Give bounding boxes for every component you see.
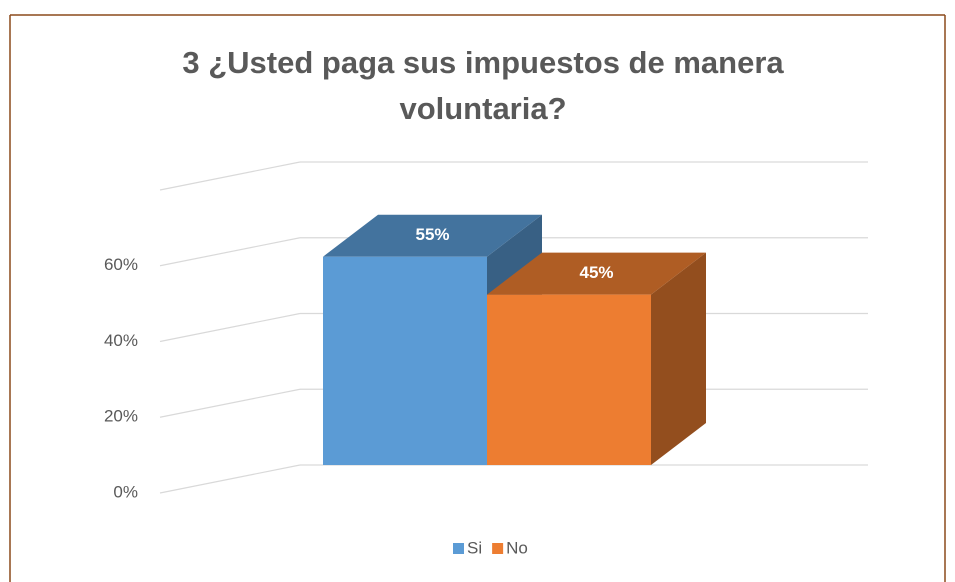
data-label: 45%: [579, 263, 613, 282]
bar-front: [487, 294, 651, 465]
y-tick-label: 20%: [104, 407, 138, 426]
data-label: 55%: [415, 225, 449, 244]
legend-label: No: [506, 538, 528, 557]
bar: [323, 214, 542, 465]
bar-front: [323, 256, 487, 465]
grid-line: [159, 312, 301, 343]
bar-top: [323, 214, 542, 257]
legend-label: Si: [467, 538, 482, 557]
y-tick-label: 0%: [113, 482, 138, 501]
grid-line: [159, 464, 301, 494]
y-tick-label: 40%: [104, 331, 138, 350]
bar-top: [487, 252, 706, 295]
chart-title: 3 ¿Usted paga sus impuestos de manera vo…: [182, 45, 784, 126]
legend-swatch: [453, 543, 464, 554]
grid-line: [159, 388, 301, 418]
bar-side: [651, 252, 706, 465]
grid-line: [159, 237, 301, 267]
legend-swatch: [492, 543, 504, 554]
grid-line: [159, 161, 301, 191]
y-tick-label: 60%: [104, 255, 138, 274]
bar: [487, 252, 706, 465]
